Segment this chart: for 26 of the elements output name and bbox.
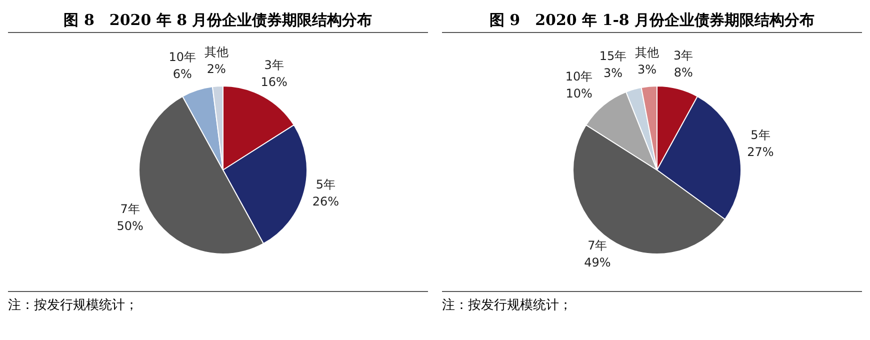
- data-label: 16%: [260, 75, 288, 90]
- data-label: 10%: [566, 86, 592, 100]
- slice-label: 10年: [168, 50, 196, 64]
- chart-title: 图 9 2020 年 1-8 月份企业债券期限结构分布: [442, 8, 862, 33]
- slice-label: 7年: [588, 238, 608, 253]
- data-label: 2%: [206, 62, 226, 76]
- data-label: 50%: [116, 219, 144, 234]
- text: 注：按发行规模统计；: [442, 297, 573, 314]
- text: 注：按发行规模统计；: [8, 297, 139, 314]
- data-label: 26%: [312, 194, 340, 208]
- slice-label: 其他: [204, 45, 228, 60]
- slice-label: 5年: [750, 128, 770, 142]
- data-label: 27%: [747, 144, 774, 159]
- slice-label: 3年: [674, 48, 694, 62]
- data-label: 8%: [674, 65, 693, 80]
- data-label: 49%: [584, 256, 611, 270]
- slice-label: 7年: [120, 202, 140, 216]
- slice-label: 15年: [599, 49, 627, 64]
- slice-label: 10年: [565, 69, 593, 84]
- chart-title: 图 8 2020 年 8 月份企业债券期限结构分布: [8, 8, 428, 33]
- data-label: 3%: [604, 66, 623, 80]
- slice-label: 3年: [264, 58, 284, 72]
- data-label: 6%: [172, 67, 192, 82]
- data-label: 3%: [638, 62, 657, 76]
- slice-label: 5年: [316, 177, 336, 192]
- slice-label: 其他: [635, 45, 660, 60]
